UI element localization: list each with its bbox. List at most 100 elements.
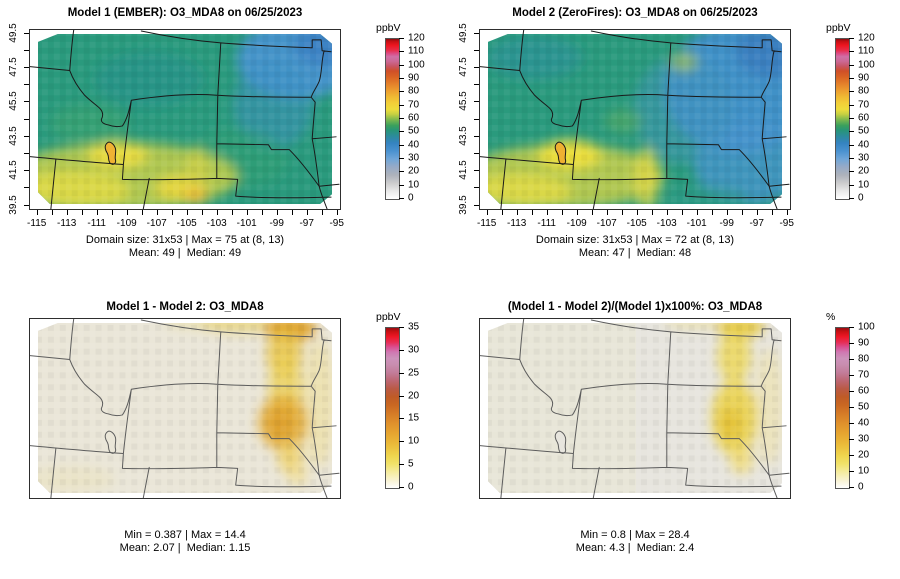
y-axis-tick (474, 170, 479, 172)
colorbar-tick (399, 51, 404, 53)
colorbar-tick-label: 100 (858, 59, 875, 71)
colorbar-tick-label: 0 (858, 192, 864, 204)
x-axis-tick (666, 210, 668, 215)
y-axis-tick (24, 101, 29, 103)
colorbar-unit-label: ppbV (376, 311, 401, 323)
colorbar-tick (399, 198, 404, 199)
colorbar-tick (849, 455, 854, 456)
x-axis-tick-label: -113 (507, 218, 527, 229)
colorbar-tick-label: 80 (858, 85, 870, 97)
x-axis-tick-label: -95 (329, 218, 344, 229)
colorbar-tick (399, 464, 404, 466)
x-axis-tick (561, 210, 563, 215)
x-axis-tick (606, 210, 608, 215)
y-axis-tick (474, 204, 479, 206)
x-axis-tick-label: -103 (656, 218, 677, 229)
o3-percent-difference-heatmap (480, 319, 790, 498)
y-axis-tick (474, 187, 479, 189)
x-axis-tick-label: -109 (116, 218, 137, 229)
colorbar-tick-label: 70 (858, 369, 870, 381)
x-axis-tick-label: -97 (299, 218, 314, 229)
colorbar-tick-label: 40 (858, 417, 870, 429)
stats-caption-line2: Mean: 2.07 | Median: 1.15 (119, 542, 251, 554)
y-axis-tick (24, 170, 29, 172)
colorbar-tick (399, 372, 404, 374)
y-axis-latitude: 39.5 41.5 43.5 45.5 47.5 49.5 (0, 23, 29, 214)
x-axis-tick (531, 210, 533, 215)
x-axis-tick-label: -97 (749, 218, 764, 229)
y-axis-tick (24, 135, 29, 137)
x-axis-tick-label: -111 (537, 218, 556, 229)
panel-title: Model 2 (ZeroFires): O3_MDA8 on 06/25/20… (512, 7, 758, 19)
y-axis-tick (474, 84, 479, 86)
colorbar-unit-label: ppbV (376, 22, 401, 34)
map-plot-area (479, 29, 791, 210)
colorbar-tick (399, 144, 404, 146)
colorbar-tick (849, 118, 854, 119)
colorbar-tick (849, 51, 854, 53)
y-axis-tick (474, 118, 479, 120)
x-axis-tick (231, 210, 233, 215)
stats-caption-line2: Mean: 4.3 | Median: 2.4 (575, 542, 695, 554)
colorbar-tick-label: 10 (858, 465, 870, 477)
colorbar-tick (399, 441, 404, 443)
y-axis-tick (24, 204, 29, 206)
colorbar-unit-label: ppbV (826, 22, 851, 34)
stats-caption-line1: Min = 0.387 | Max = 14.4 (124, 529, 246, 541)
colorbar-tick (399, 104, 404, 106)
x-axis-tick (711, 210, 713, 215)
x-axis-tick (591, 210, 593, 215)
x-axis-tick (681, 210, 683, 215)
y-axis-tick-label: 49.5 (8, 23, 19, 43)
colorbar-tick-label: 90 (408, 72, 420, 84)
colorbar: ppbV 0 5 10 15 20 25 30 35 (376, 311, 445, 493)
o3-difference-heatmap (30, 319, 340, 498)
panel-title: Model 1 (EMBER): O3_MDA8 on 06/25/2023 (67, 7, 303, 19)
panel-percent-difference: (Model 1 - Model 2)/(Model 1)x100%: O3_M… (450, 289, 900, 578)
colorbar-tick-label: 0 (408, 192, 414, 204)
colorbar-tick-label: 20 (408, 390, 420, 402)
x-axis-tick (516, 210, 518, 215)
x-axis-tick-label: -111 (87, 218, 106, 229)
colorbar-tick (399, 64, 404, 66)
colorbar-tick-label: 0 (408, 481, 414, 493)
x-axis-tick-label: -107 (596, 218, 617, 229)
colorbar-tick-label: 110 (858, 45, 874, 57)
x-axis-tick (96, 210, 98, 215)
x-axis-tick (486, 210, 488, 215)
x-axis-tick (786, 210, 788, 215)
y-axis-latitude: 39.5 41.5 43.5 45.5 47.5 49.5 (450, 23, 479, 214)
colorbar-tick-label: 50 (858, 401, 870, 413)
y-axis-tick-label: 49.5 (458, 23, 469, 43)
colorbar-tick (399, 131, 404, 133)
colorbar-tick (849, 359, 854, 360)
colorbar: ppbV 0 10 20 30 40 50 60 70 80 90 100 110 120 (826, 22, 895, 204)
x-axis-tick (636, 210, 638, 215)
colorbar-tick (849, 78, 854, 79)
y-axis-tick-label: 47.5 (458, 57, 469, 77)
map-plot-area (29, 29, 341, 210)
colorbar-tick-label: 100 (858, 321, 875, 333)
colorbar-tick (849, 407, 854, 408)
x-axis-tick-label: -95 (779, 218, 794, 229)
panel-title: (Model 1 - Model 2)/(Model 1)x100%: O3_M… (507, 301, 763, 313)
colorbar-tick (849, 375, 854, 376)
x-axis-tick-label: -101 (236, 218, 257, 229)
colorbar-tick-label: 15 (408, 412, 420, 424)
x-axis-tick-label: -109 (566, 218, 587, 229)
x-axis-tick (321, 210, 323, 215)
x-axis-tick (501, 210, 503, 215)
map-plot-area (479, 318, 791, 499)
colorbar-tick-label: 60 (408, 112, 420, 124)
x-axis-tick (216, 210, 218, 215)
x-axis-tick-label: -107 (146, 218, 167, 229)
x-axis-tick (261, 210, 263, 215)
colorbar-tick (849, 131, 854, 133)
x-axis-tick (276, 210, 278, 215)
y-axis-tick (24, 187, 29, 189)
x-axis-tick (141, 210, 143, 215)
colorbar-gradient (385, 38, 400, 200)
x-axis-tick (81, 210, 83, 215)
colorbar-tick (399, 78, 404, 79)
colorbar-tick-label: 20 (858, 165, 870, 177)
